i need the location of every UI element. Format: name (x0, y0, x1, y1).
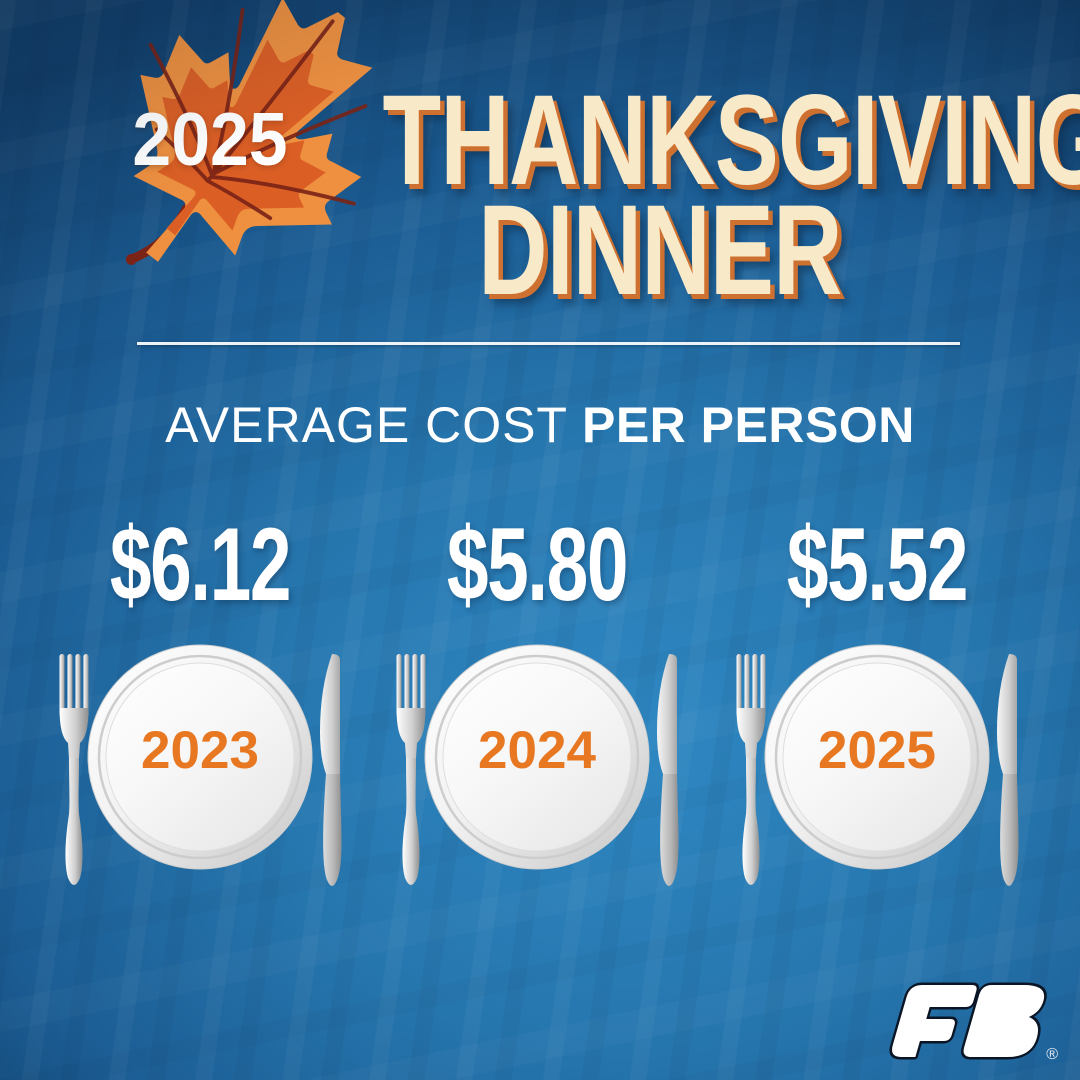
price-2024: $5.80 (446, 507, 629, 623)
price-2025: $5.52 (786, 507, 969, 623)
header-year: 2025 (132, 97, 288, 181)
place-setting-2024: 2024 (372, 624, 702, 896)
plate-icon (424, 644, 650, 870)
setting-2025: $5.52 (712, 512, 1042, 896)
registered-trademark: ® (1046, 1046, 1058, 1063)
subtitle-bold: PER PERSON (581, 397, 915, 453)
title-line-1: THANKSGIVING (382, 69, 1080, 212)
subtitle: AVERAGE COST PER PERSON (0, 398, 1080, 453)
knife-icon (320, 654, 342, 886)
plate-icon (764, 644, 990, 870)
page-title: THANKSGIVING DINNER (290, 69, 1080, 323)
year-label-2025: 2025 (818, 721, 936, 780)
farm-bureau-logo: ® (884, 978, 1058, 1066)
maple-leaf-icon (0, 0, 464, 358)
place-setting-2023: 2023 (35, 624, 365, 896)
setting-2024: $5.80 (372, 512, 702, 896)
divider-line (137, 342, 960, 345)
fork-icon (736, 654, 766, 885)
setting-2023: $6.12 (35, 512, 365, 896)
knife-icon (657, 654, 679, 886)
year-label-2023: 2023 (141, 721, 259, 780)
price-2023: $6.12 (109, 507, 292, 623)
plate-icon (87, 644, 313, 870)
fork-icon (396, 654, 426, 885)
subtitle-regular: AVERAGE COST (165, 397, 568, 453)
place-setting-2025: 2025 (712, 624, 1042, 896)
title-line-2: DINNER (478, 179, 842, 323)
year-label-2024: 2024 (478, 721, 596, 780)
fork-icon (59, 654, 89, 885)
knife-icon (997, 654, 1019, 886)
